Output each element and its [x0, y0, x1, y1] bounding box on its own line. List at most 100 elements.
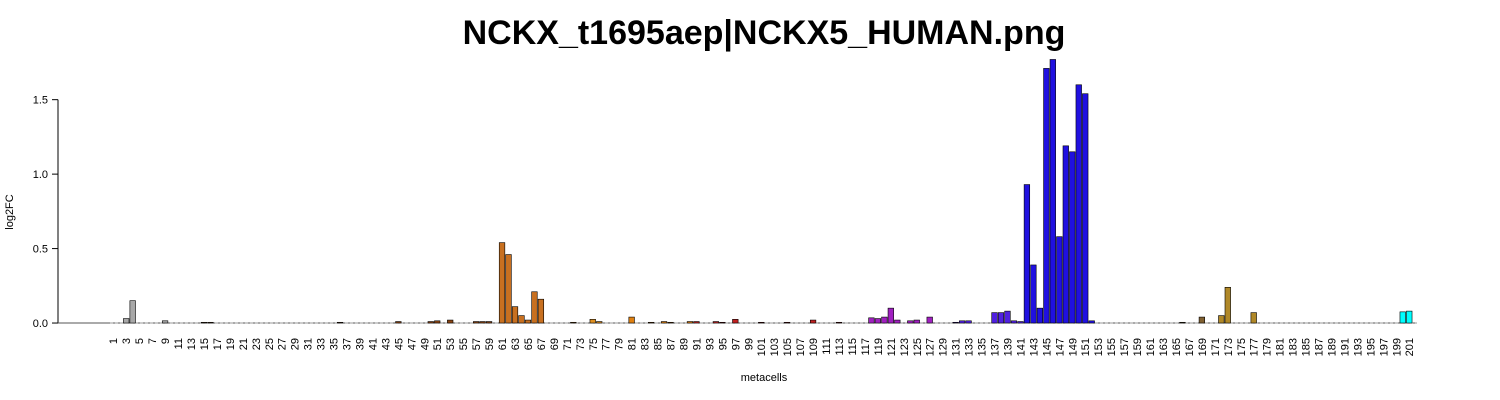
x-tick-label: 61: [497, 338, 509, 350]
x-tick-label: 147: [1054, 338, 1066, 356]
x-tick-label: 101: [756, 338, 768, 356]
x-tick-label: 155: [1106, 338, 1118, 356]
bar: [667, 321, 674, 324]
bar: [1075, 84, 1082, 324]
x-tick-label: 193: [1352, 338, 1364, 356]
x-tick-label: 77: [601, 338, 613, 350]
x-tick-label: 119: [873, 338, 885, 356]
bar: [473, 321, 480, 324]
x-tick-label: 163: [1158, 338, 1170, 356]
x-tick-label: 39: [354, 338, 366, 350]
x-tick-label: 23: [251, 338, 263, 350]
x-tick-label: 97: [730, 338, 742, 350]
bar: [887, 307, 894, 324]
x-tick-label: 111: [821, 338, 833, 355]
x-tick-label: 99: [743, 338, 755, 350]
x-tick-label: 103: [769, 338, 781, 356]
x-tick-label: 71: [562, 338, 574, 350]
x-tick-label: 187: [1314, 338, 1326, 356]
x-tick-label: 51: [432, 338, 444, 350]
x-tick-label: 115: [847, 338, 859, 356]
bar: [991, 312, 998, 324]
bar: [1218, 315, 1225, 324]
x-tick-label: 73: [575, 338, 587, 350]
bar: [1198, 316, 1205, 324]
bar: [434, 320, 441, 324]
x-tick-label: 41: [367, 338, 379, 350]
x-tick-label: 45: [393, 338, 405, 350]
bar: [1023, 184, 1031, 324]
bar: [1224, 286, 1231, 324]
x-tick-label: 79: [614, 338, 626, 350]
x-tick-label: 31: [303, 338, 315, 350]
x-tick-label: 191: [1339, 338, 1351, 356]
x-tick-label: 113: [834, 338, 846, 356]
x-tick-label: 35: [329, 338, 341, 350]
x-tick-label: 145: [1041, 338, 1053, 356]
bar: [686, 321, 694, 324]
x-tick-label: 123: [899, 338, 911, 356]
bar: [926, 316, 933, 324]
x-tick-label: 171: [1210, 338, 1222, 356]
x-tick-label: 37: [342, 338, 354, 350]
x-tick-label: 175: [1236, 338, 1248, 356]
x-tick-label: 27: [277, 338, 289, 350]
bar: [809, 319, 817, 324]
x-tick-label: 131: [951, 338, 963, 356]
x-tick-label: 7: [147, 338, 159, 344]
bar: [1036, 307, 1043, 324]
x-tick-label: 109: [808, 338, 820, 356]
x-tick-label: 19: [225, 338, 237, 350]
bar: [537, 298, 545, 324]
x-tick-label: 107: [795, 338, 807, 356]
x-tick-label: 105: [782, 338, 794, 356]
x-tick-label: 181: [1275, 338, 1287, 356]
bar: [485, 321, 493, 324]
bar: [965, 320, 972, 324]
bar: [1069, 151, 1076, 324]
y-axis-label: log2FC: [4, 194, 16, 230]
bar: [200, 321, 208, 324]
bar: [835, 321, 843, 324]
bar: [758, 321, 765, 324]
x-tick-label: 185: [1301, 338, 1313, 356]
x-tick-label: 67: [536, 338, 548, 350]
bar: [952, 321, 959, 324]
bar: [1399, 311, 1406, 324]
bar: [570, 321, 577, 324]
bar: [732, 319, 739, 324]
bar: [1017, 321, 1024, 324]
bar: [498, 242, 506, 324]
x-tick-label: 49: [419, 338, 431, 350]
bar: [913, 319, 920, 324]
bar: [868, 317, 875, 324]
bar: [1043, 68, 1050, 324]
bar: [129, 300, 136, 324]
x-tick-label: 93: [704, 338, 716, 350]
x-tick-label: 157: [1119, 338, 1131, 356]
x-tick-label: 173: [1223, 338, 1235, 356]
x-tick-label: 161: [1145, 338, 1157, 356]
x-tick-label: 169: [1197, 338, 1209, 356]
bar: [589, 319, 596, 324]
x-tick-label: 15: [199, 338, 211, 350]
x-tick-label: 63: [510, 338, 522, 350]
x-tick-label: 59: [484, 338, 496, 350]
x-tick-label: 17: [212, 338, 224, 350]
x-tick-label: 47: [406, 338, 418, 350]
bar: [628, 316, 635, 324]
bar: [511, 306, 519, 324]
bar: [647, 321, 655, 324]
x-tick-label: 33: [316, 338, 328, 350]
x-tick-label: 87: [666, 338, 678, 350]
bar: [531, 291, 538, 324]
bar: [1056, 236, 1063, 324]
y-tick-label: 0.5: [33, 244, 48, 256]
bar: [874, 318, 881, 324]
bar: [207, 321, 214, 324]
x-tick-label: 167: [1184, 338, 1196, 356]
x-tick-label: 139: [1002, 338, 1014, 356]
bar: [1062, 145, 1069, 324]
bar: [479, 321, 486, 324]
